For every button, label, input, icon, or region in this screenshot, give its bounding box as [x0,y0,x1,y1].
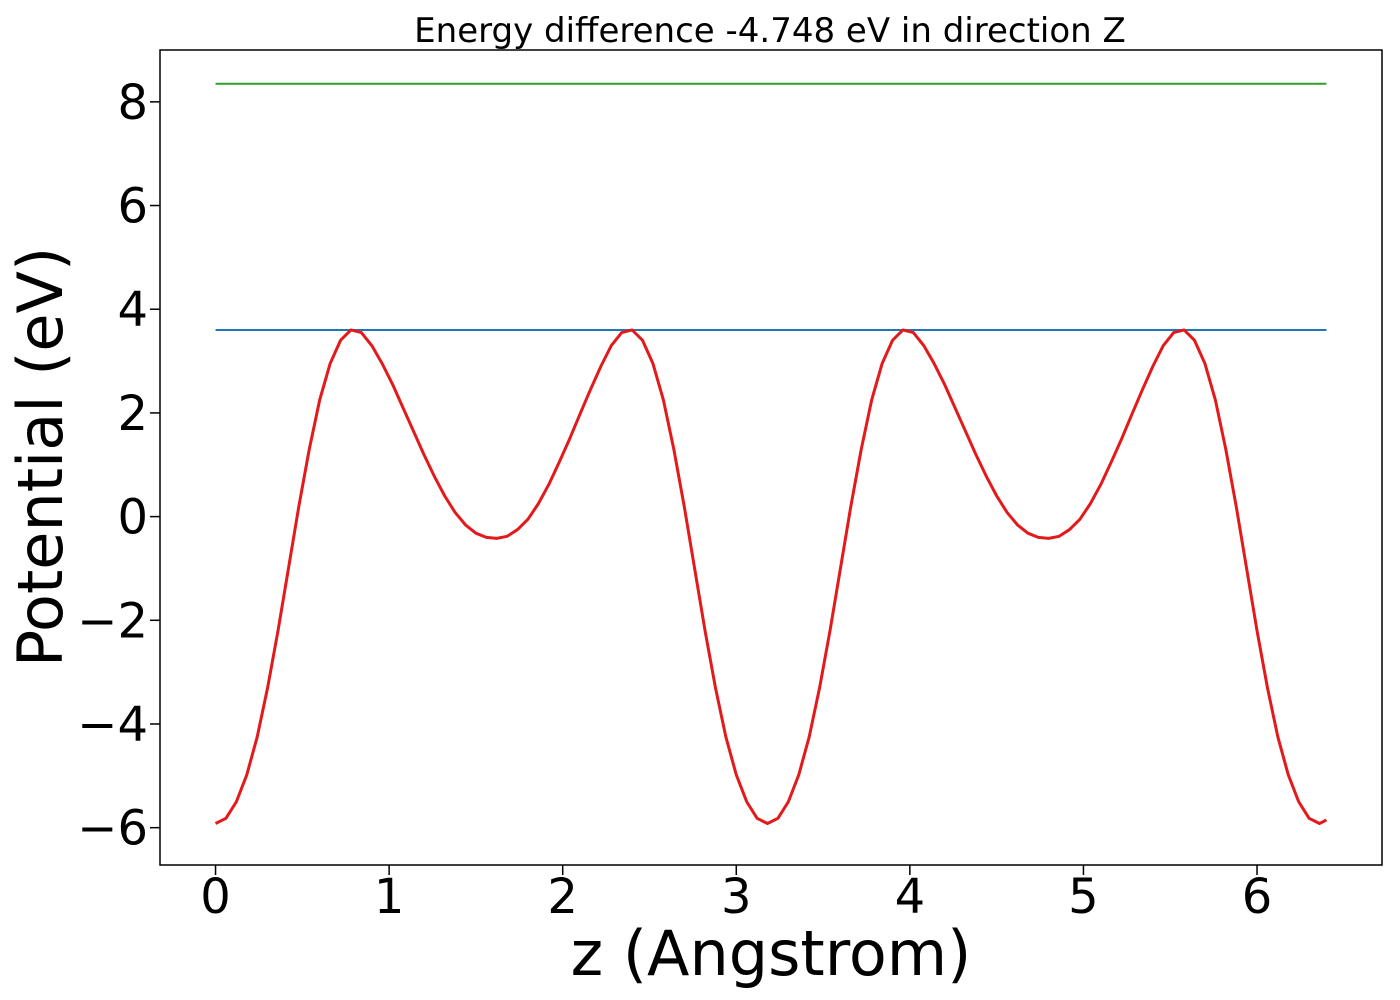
y-axis-label: Potential (eV) [4,247,77,667]
y-tick-label: 8 [117,75,148,131]
x-axis: 0 1 2 3 4 5 6 [200,865,1272,925]
x-tick-label: 0 [200,869,231,925]
y-tick-label: 6 [117,179,148,235]
plot-frame [159,49,1383,866]
x-tick-label: 2 [547,869,578,925]
y-tick-label: −6 [77,801,148,857]
x-tick-label: 1 [374,869,405,925]
y-tick-label: 2 [117,386,148,442]
x-tick-label: 5 [1068,869,1099,925]
x-axis-label: z (Angstrom) [571,917,972,990]
plot-lines [214,82,1328,826]
y-tick-label: 0 [117,490,148,546]
x-tick-label: 3 [721,869,752,925]
series-line-3 [214,328,1328,826]
y-axis: −6 −4 −2 0 2 4 6 8 [77,75,160,857]
x-tick-label: 4 [895,869,926,925]
y-tick-label: −4 [77,697,148,753]
y-tick-label: −2 [77,593,148,649]
x-tick-label: 6 [1242,869,1273,925]
chart-title: Energy difference -4.748 eV in direction… [414,11,1126,51]
y-tick-label: 4 [117,282,148,338]
